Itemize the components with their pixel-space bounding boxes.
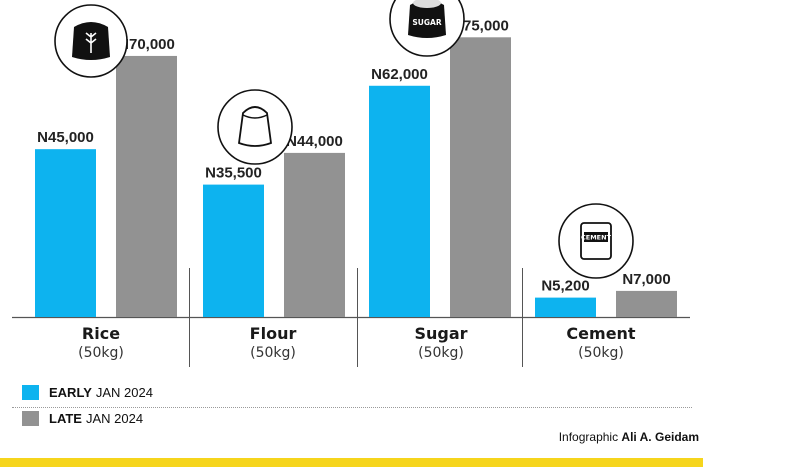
legend-label-late-bold: LATE bbox=[49, 411, 82, 426]
data-label: N62,000 bbox=[371, 66, 428, 83]
data-label: N35,500 bbox=[205, 165, 262, 182]
category-label: Sugar bbox=[414, 324, 467, 343]
bar-chart: N45,000 N35,500 N62,000 N5,200 N70,000 N44,00… bbox=[12, 0, 690, 367]
footer-accent-bar bbox=[0, 458, 703, 467]
legend-divider bbox=[12, 407, 692, 408]
category-label: Rice bbox=[82, 324, 120, 343]
legend-item-late: LATE JAN 2024 bbox=[22, 411, 143, 426]
data-label: N7,000 bbox=[622, 271, 670, 288]
credit-prefix: Infographic bbox=[558, 430, 619, 444]
category-unit-label: (50kg) bbox=[250, 345, 296, 361]
bar-sugar-early bbox=[369, 85, 430, 317]
sack-outline bbox=[238, 106, 272, 147]
data-label: N70,000 bbox=[118, 36, 175, 53]
credit-author: Ali A. Geidam bbox=[621, 430, 699, 444]
bar-sugar-late bbox=[450, 37, 511, 317]
data-label: N5,200 bbox=[541, 278, 589, 295]
bag-label-band bbox=[584, 232, 608, 242]
sack-contents bbox=[413, 0, 441, 8]
rice-sack-icon bbox=[54, 4, 128, 78]
grain-mark bbox=[85, 32, 97, 53]
category-unit-label: (50kg) bbox=[578, 345, 624, 361]
category-label: Cement bbox=[566, 324, 636, 343]
category-unit-label: (50kg) bbox=[418, 345, 464, 361]
legend-label-early-rest: JAN 2024 bbox=[95, 385, 153, 400]
legend-item-early: EARLY JAN 2024 bbox=[22, 385, 153, 400]
sack-tie bbox=[242, 114, 268, 119]
category-unit-label: (50kg) bbox=[78, 345, 124, 361]
flour-sack-icon bbox=[217, 89, 293, 165]
sack-body bbox=[408, 0, 446, 38]
data-label: N44,000 bbox=[286, 133, 343, 150]
data-label: N45,000 bbox=[37, 129, 94, 146]
bar-flour-early bbox=[203, 184, 264, 317]
bar-cement-late bbox=[616, 290, 677, 317]
bar-cement-early bbox=[535, 297, 596, 317]
cement-bag-icon: CEMENT bbox=[558, 203, 634, 279]
data-label: N75,000 bbox=[452, 17, 509, 34]
legend-label-late-rest: JAN 2024 bbox=[85, 411, 144, 426]
bar-rice-early bbox=[35, 149, 96, 317]
bar-flour-late bbox=[284, 152, 345, 317]
bar-rice-late bbox=[116, 55, 177, 318]
bag-label-text: CEMENT bbox=[581, 234, 612, 242]
sugar-sack-icon: SUGAR bbox=[389, 0, 465, 57]
infographic-credit: Infographic Ali A. Geidam bbox=[559, 430, 699, 444]
legend-swatch-early bbox=[22, 385, 39, 400]
legend-swatch-late bbox=[22, 411, 39, 426]
sack-label-text: SUGAR bbox=[412, 18, 441, 27]
category-label: Flour bbox=[250, 324, 297, 343]
legend-label-early-bold: EARLY bbox=[49, 385, 92, 400]
